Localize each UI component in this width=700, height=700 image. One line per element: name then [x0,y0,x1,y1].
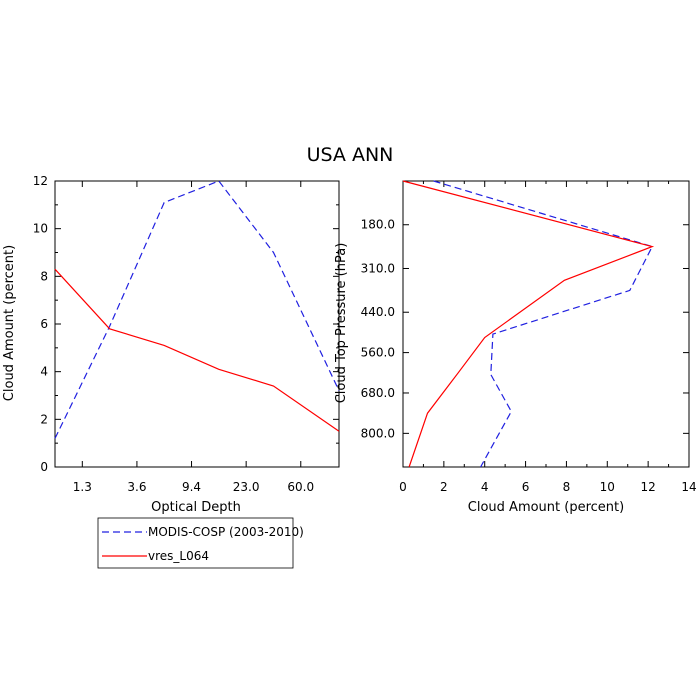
right-xtick-label: 4 [481,480,489,494]
legend-label-model: vres_L064 [148,549,209,563]
right-series-model [402,180,655,468]
legend-box [97,517,294,569]
left-ytick-label: 0 [40,460,48,474]
main-title: USA ANN [307,144,394,166]
left-ytick-label: 6 [40,317,48,331]
legend: MODIS-COSP (2003-2010) vres_L064 [97,517,304,569]
legend-label-modis: MODIS-COSP (2003-2010) [148,525,304,539]
left-ytick-label: 10 [33,222,48,236]
right-series-modis [433,180,654,468]
right-xtick-label: 0 [399,480,407,494]
right-ytick-label: 180.0 [361,218,395,232]
right-xtick-label: 8 [563,480,571,494]
right-ylabel: Cloud Top Pressure (hPa) [334,243,349,404]
right-xtick-label: 10 [600,480,615,494]
left-xtick-label: 60.0 [287,480,314,494]
left-xtick-label: 1.3 [73,480,92,494]
left-ytick-label: 12 [33,174,48,188]
right-ytick-label: 680.0 [361,386,395,400]
left-xlabel: Optical Depth [151,500,241,515]
right-plot-frame [402,180,690,468]
left-series-modis [54,180,340,439]
right-xtick-label: 6 [522,480,530,494]
right-panel: 0 2 4 6 8 10 12 14 180.0 310.0 440.0 560.0 680.0 800.… [361,180,697,494]
right-ytick-label: 800.0 [361,426,395,440]
left-xtick-label: 3.6 [127,480,146,494]
left-ytick-label: 8 [40,269,48,283]
right-ytick-label: 560.0 [361,346,395,360]
left-xtick-label: 23.0 [233,480,260,494]
right-xtick-label: 12 [641,480,656,494]
left-ytick-label: 2 [40,412,48,426]
right-xtick-label: 2 [440,480,448,494]
left-panel: 0 2 4 6 8 10 12 1.3 3.6 9.4 23.0 60.0 [33,174,340,494]
left-plot-frame [54,180,340,468]
left-series-model [54,268,340,432]
right-xtick-label: 14 [681,480,696,494]
left-xtick-label: 9.4 [182,480,201,494]
left-ytick-label: 4 [40,365,48,379]
right-ytick-label: 440.0 [361,305,395,319]
right-xlabel: Cloud Amount (percent) [468,500,624,515]
left-ylabel: Cloud Amount (percent) [2,245,17,401]
right-ytick-label: 310.0 [361,261,395,275]
